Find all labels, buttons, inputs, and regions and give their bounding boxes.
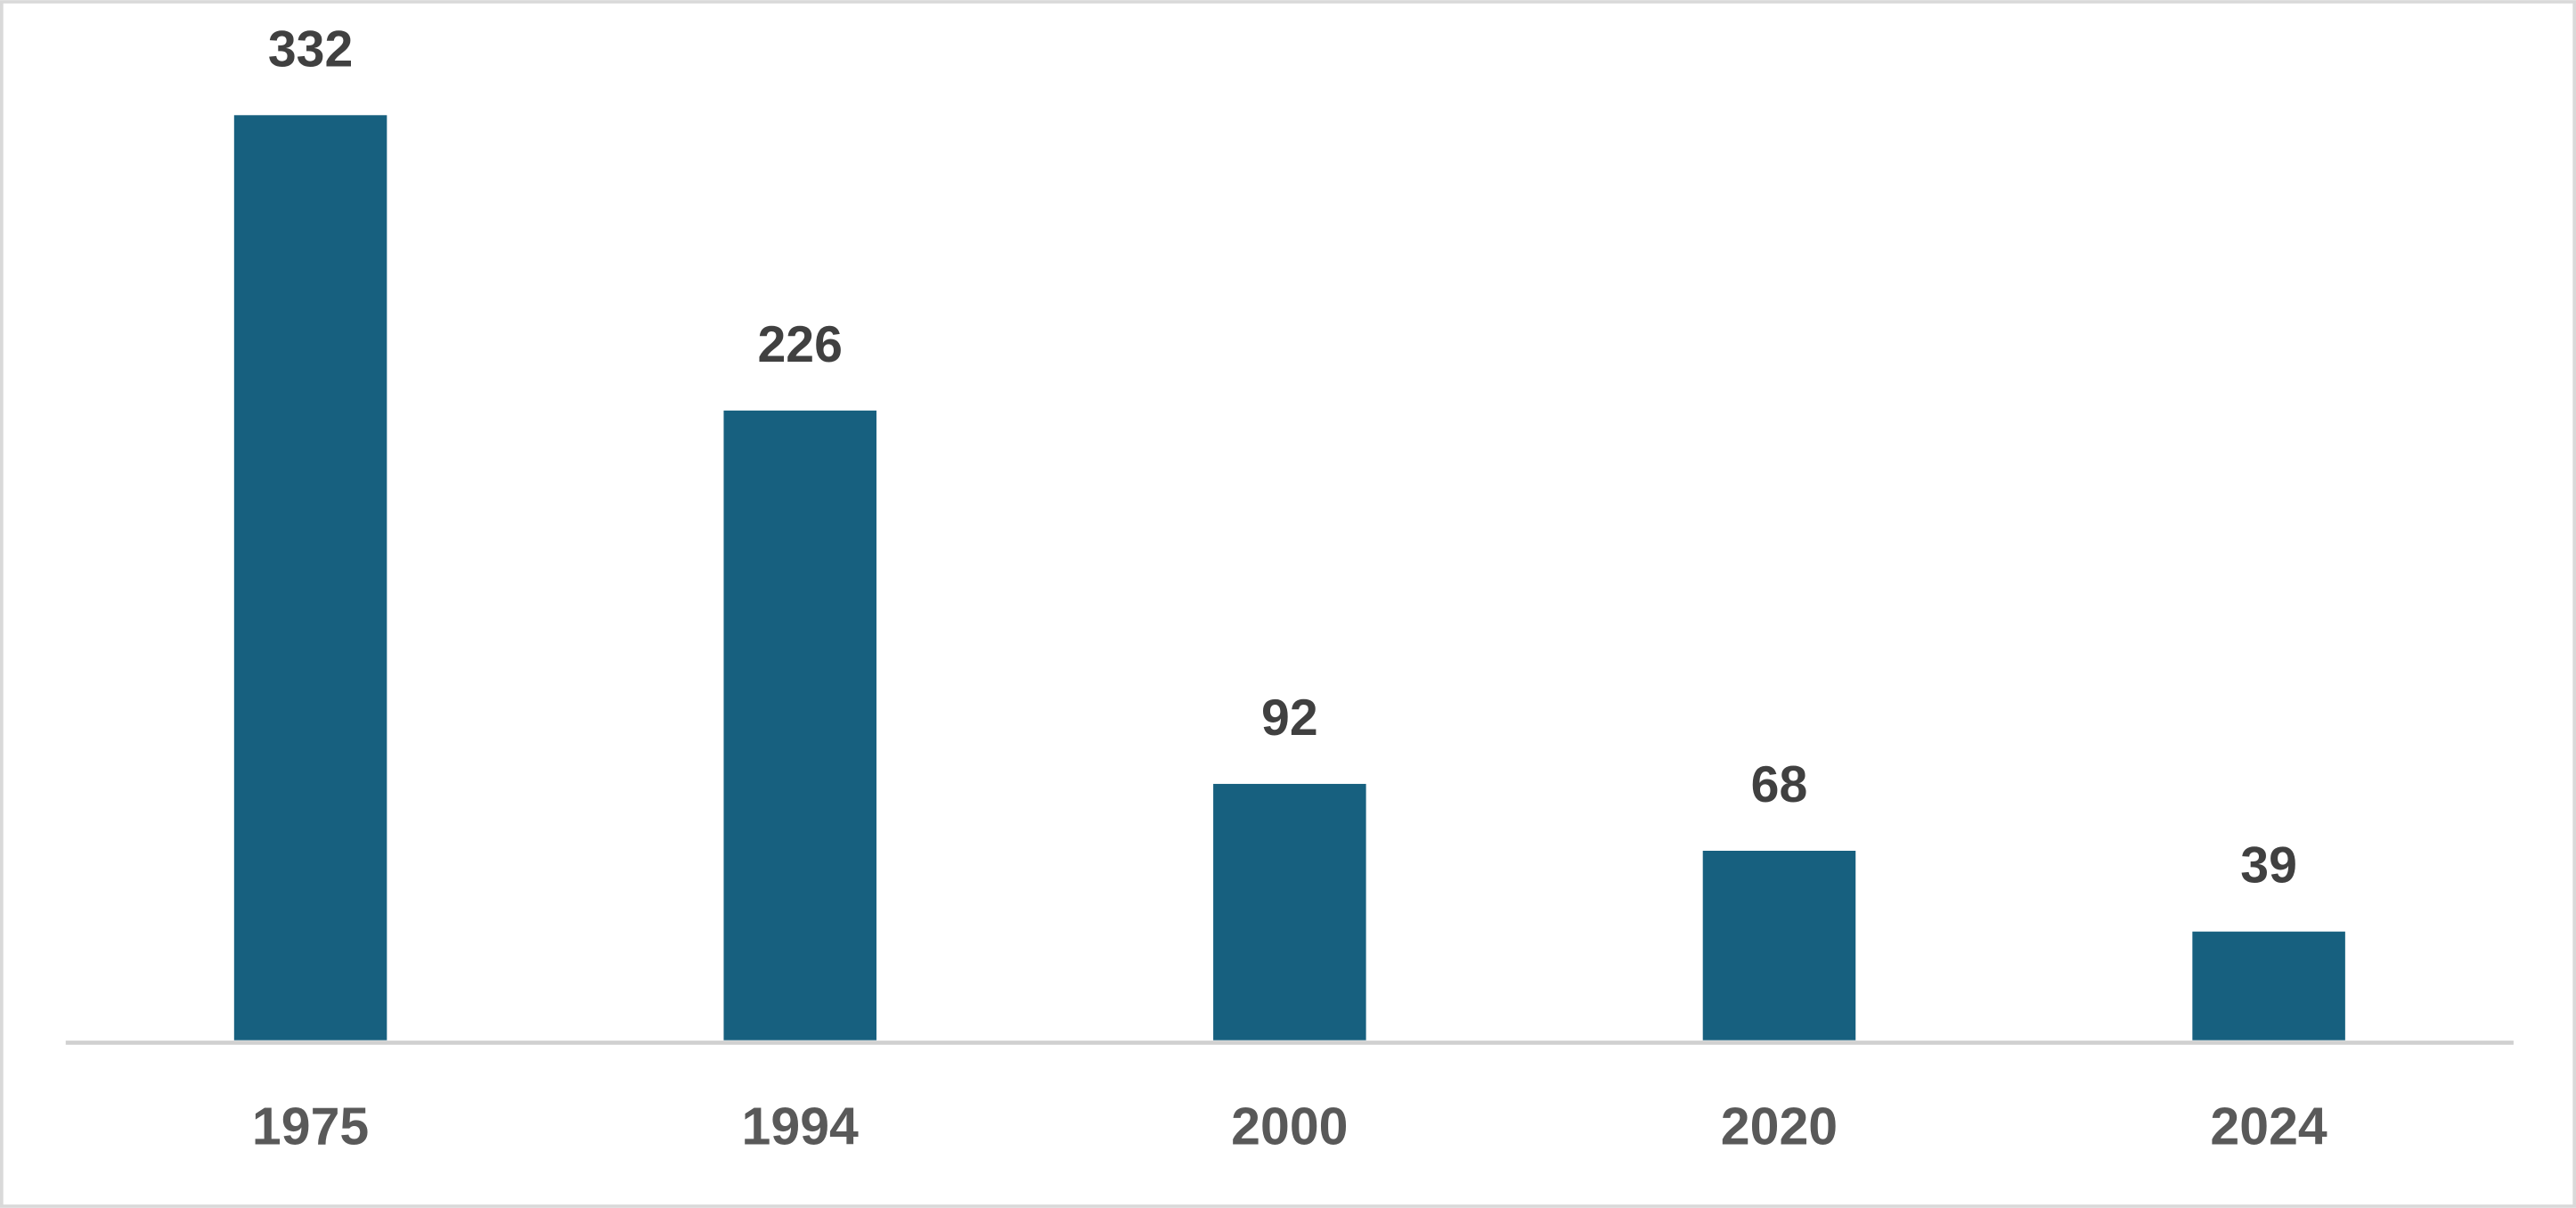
- bar: [723, 410, 876, 1041]
- value-label: 39: [2240, 837, 2297, 894]
- x-tick-label: 2000: [1231, 1098, 1348, 1156]
- bar: [1702, 851, 1856, 1041]
- x-tick-label: 2024: [2210, 1098, 2327, 1156]
- value-label: 332: [268, 20, 353, 78]
- bar: [1213, 783, 1366, 1041]
- value-label: 226: [758, 316, 843, 373]
- x-tick-label: 2020: [1721, 1098, 1838, 1156]
- bar: [2192, 931, 2345, 1041]
- bar: [233, 115, 387, 1041]
- x-tick-label: 1994: [742, 1098, 859, 1156]
- value-label: 68: [1751, 756, 1808, 813]
- x-tick-label: 1975: [252, 1098, 369, 1156]
- value-label: 92: [1261, 690, 1318, 747]
